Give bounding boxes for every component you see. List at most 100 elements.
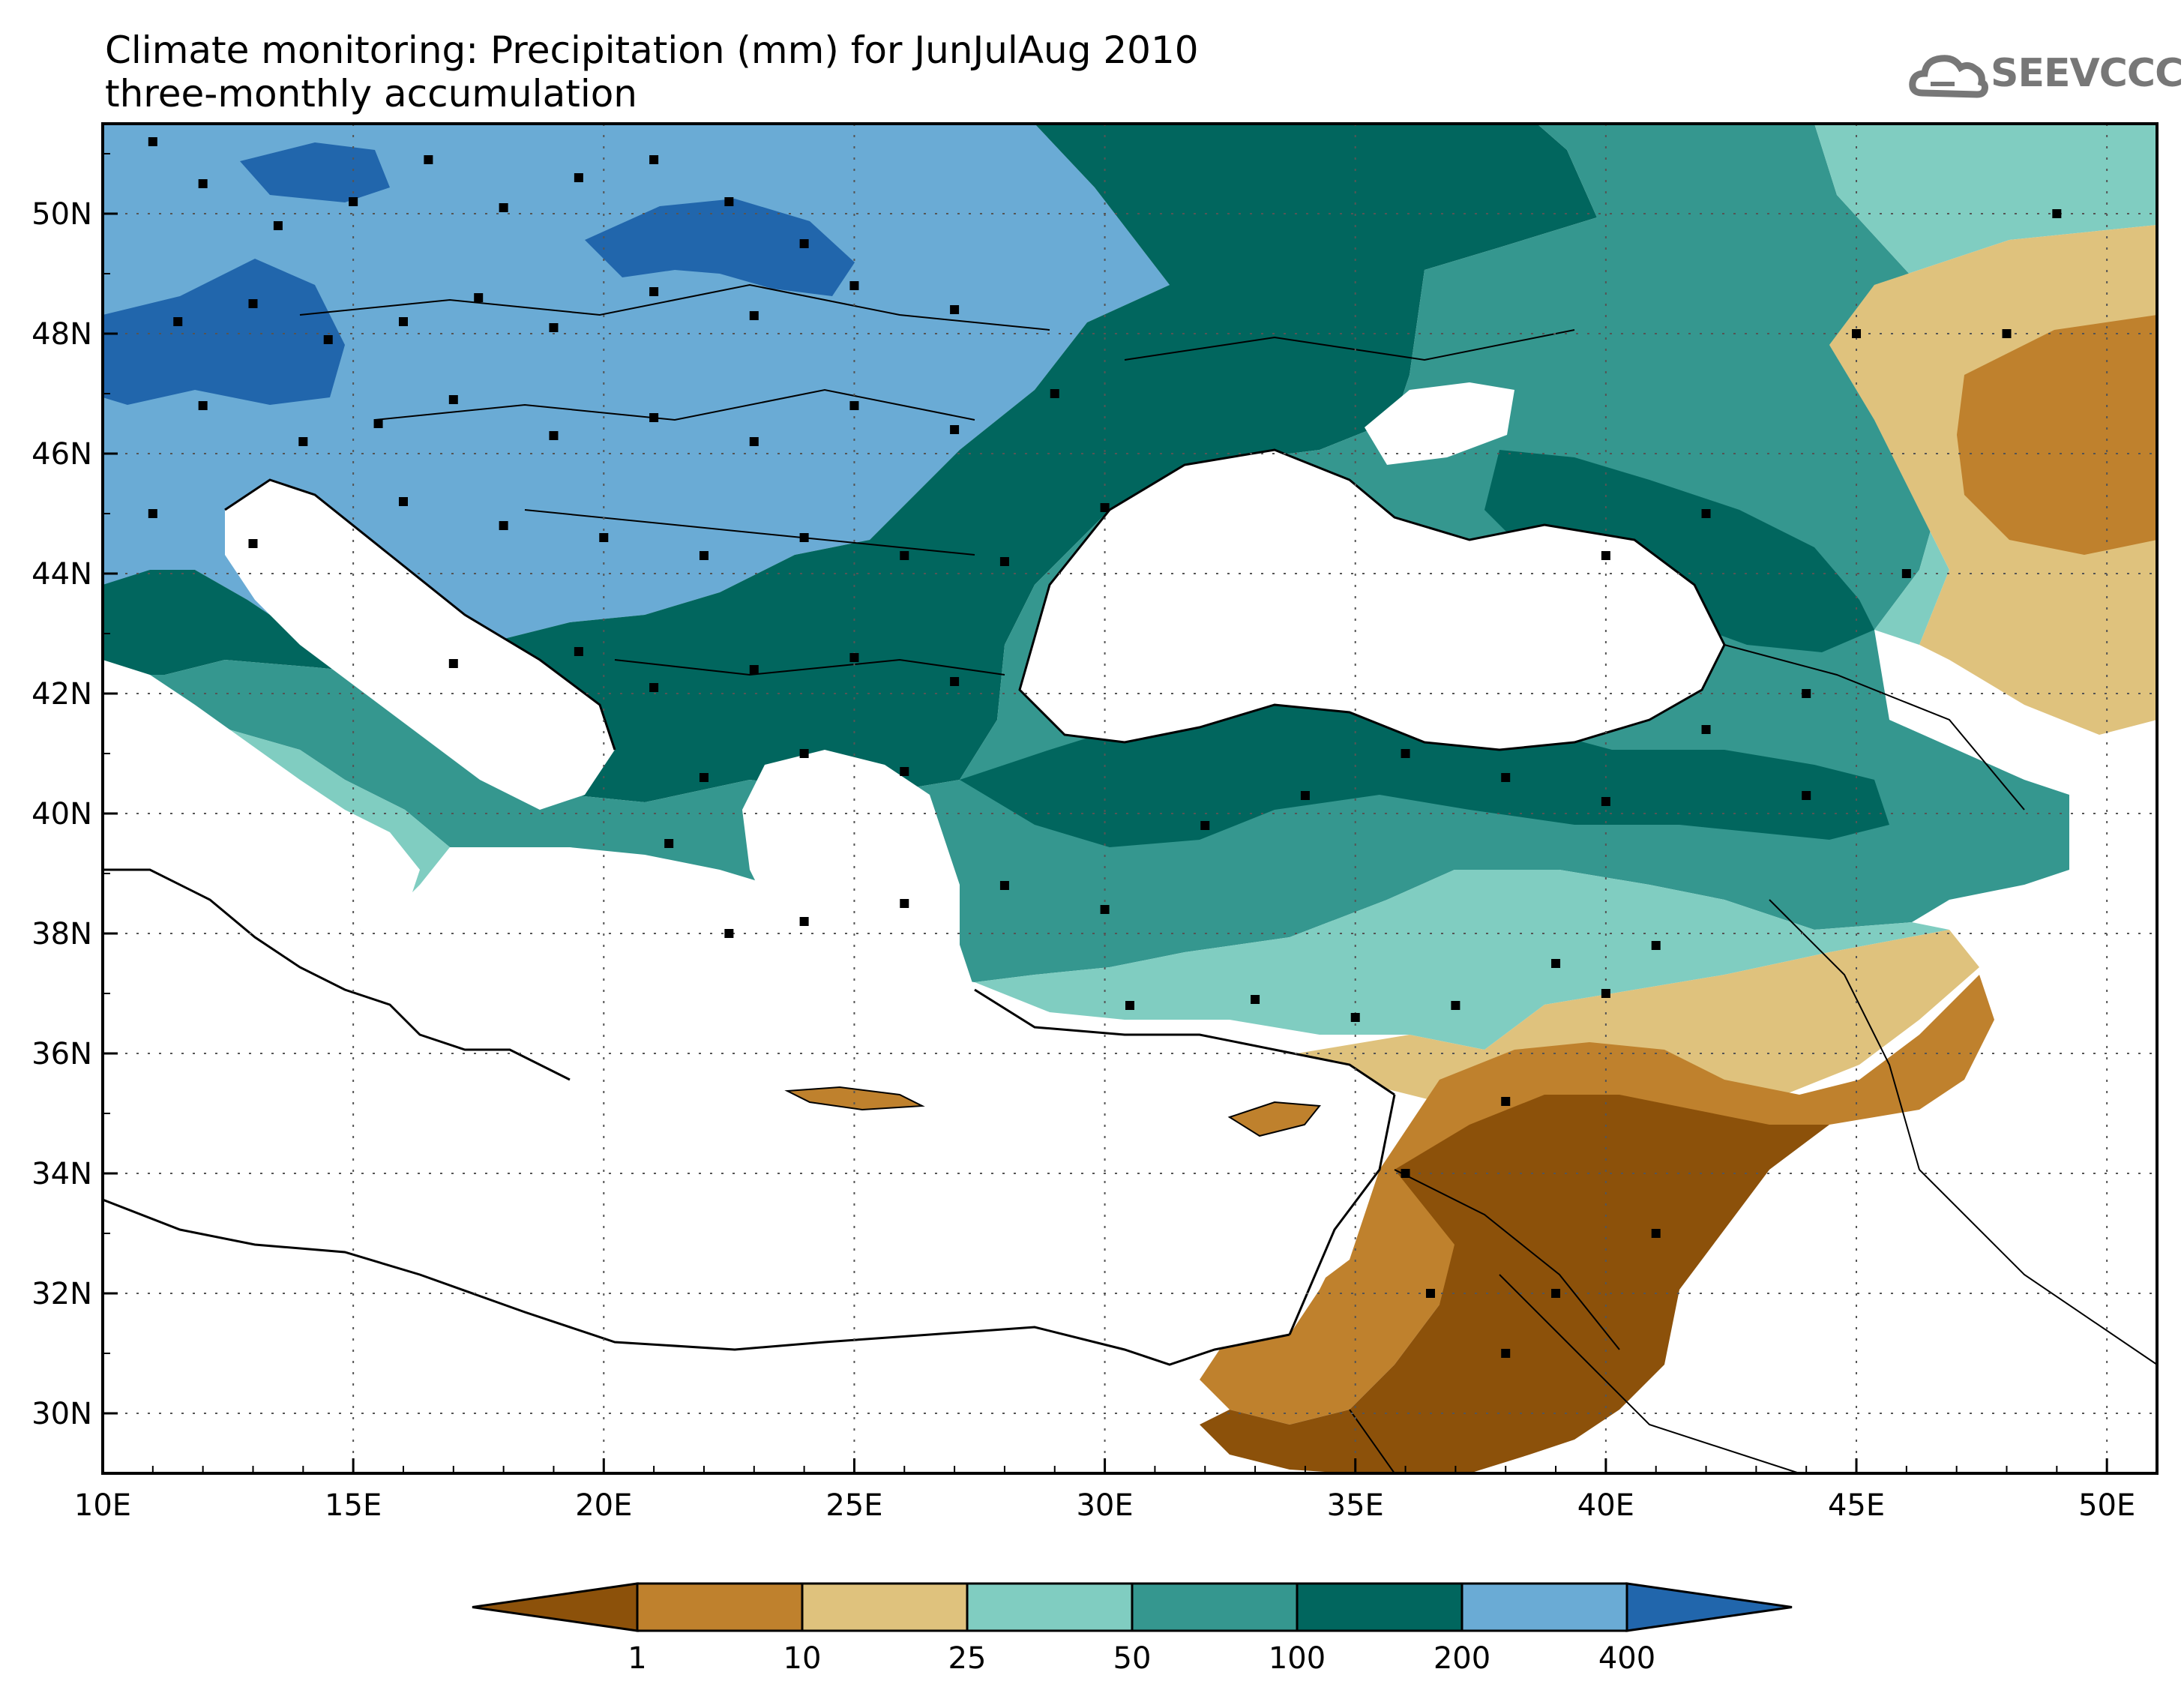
station-marker (248, 539, 258, 548)
y-tick-label: 48N (31, 317, 92, 352)
y-tick-label: 42N (31, 677, 92, 712)
station-marker (1802, 791, 1811, 800)
station-marker (448, 659, 458, 668)
station-marker (599, 533, 609, 542)
station-marker (1501, 1097, 1511, 1106)
station-marker (1251, 995, 1260, 1004)
station-marker (1300, 791, 1310, 800)
adriatic-sea (225, 480, 615, 810)
y-tick-label: 50N (31, 197, 92, 232)
field-400-alps (103, 259, 345, 405)
x-tick-label: 40E (1577, 1488, 1634, 1523)
sea-of-azov (1365, 382, 1514, 465)
station-marker (950, 677, 960, 686)
station-marker (749, 437, 759, 446)
station-marker (574, 173, 583, 182)
station-marker (799, 533, 809, 542)
colorbar-label: 400 (1598, 1641, 1655, 1676)
station-marker (2002, 329, 2012, 338)
station-marker (248, 299, 258, 308)
field-1-10-syria (1200, 975, 1994, 1425)
station-marker (649, 413, 659, 422)
station-marker (664, 839, 674, 848)
y-tick-label: 34N (31, 1157, 92, 1191)
cloud-logo-icon (1909, 55, 1988, 98)
black-sea (1020, 450, 1724, 750)
station-marker (148, 137, 157, 146)
station-marker (900, 767, 909, 776)
x-tick-label: 50E (2078, 1488, 2135, 1523)
title-line-2: three-monthly accumulation (105, 72, 637, 115)
station-marker (1651, 1229, 1661, 1238)
station-marker (1651, 941, 1661, 950)
colorbar-label: 50 (1113, 1641, 1152, 1676)
x-tick-label: 20E (575, 1488, 632, 1523)
x-tick-label: 25E (825, 1488, 882, 1523)
field-100-200-pontic (960, 697, 1889, 847)
station-marker (1701, 725, 1711, 734)
station-marker (699, 551, 709, 560)
colorbar-label: 10 (783, 1641, 822, 1676)
station-marker (1125, 1001, 1134, 1010)
station-marker (1601, 551, 1610, 560)
map-frame (101, 122, 2159, 1475)
station-marker (1350, 1013, 1360, 1022)
station-marker (2052, 209, 2062, 218)
station-marker (724, 929, 734, 938)
station-marker (1100, 503, 1110, 512)
field-25-50-east (1814, 124, 2157, 645)
station-marker (900, 899, 909, 908)
borders (299, 283, 2157, 1473)
mediterranean-sea (103, 870, 1395, 1350)
y-tick-label: 32N (31, 1277, 92, 1311)
station-marker (1551, 1289, 1561, 1298)
station-marker (999, 557, 1009, 566)
y-tick-label: 40N (31, 797, 92, 832)
station-marker (1451, 1001, 1460, 1010)
station-marker (148, 509, 157, 518)
station-marker (398, 497, 408, 506)
station-marker (198, 401, 208, 410)
crete (784, 1086, 925, 1111)
station-marker (499, 521, 508, 530)
station-marker (1802, 689, 1811, 698)
x-tick-label: 10E (74, 1488, 131, 1523)
x-tick-label: 30E (1076, 1488, 1133, 1523)
seevccc-logo: SEEVCCC (1908, 43, 2183, 109)
coastlines (103, 448, 1726, 1366)
station-marker (649, 683, 659, 692)
y-tick-label: 30N (31, 1397, 92, 1431)
station-marker (1425, 1289, 1435, 1298)
station-marker (799, 749, 809, 758)
y-tick-label: 38N (31, 917, 92, 951)
station-marker (649, 287, 659, 296)
station-marker (849, 653, 859, 662)
colorbar-swatch (1460, 1582, 1628, 1632)
station-marker (849, 281, 859, 290)
colorbar-swatch (966, 1582, 1134, 1632)
station-marker (999, 881, 1009, 890)
field-100-200-russia (1484, 450, 1874, 652)
colorbar-swatch (801, 1582, 969, 1632)
station-marker (799, 917, 809, 926)
station-marker (749, 311, 759, 320)
station-marker (900, 551, 909, 560)
station-marker (1050, 389, 1059, 398)
station-marker (424, 155, 433, 164)
station-marker (950, 305, 960, 314)
station-marker (574, 647, 583, 656)
station-marker (1601, 797, 1610, 806)
station-marker (323, 335, 333, 344)
station-marker (373, 419, 383, 428)
station-marker (849, 401, 859, 410)
field-25-50-south (975, 870, 1949, 1050)
station-marker (799, 239, 809, 248)
x-tick-label: 15E (325, 1488, 382, 1523)
colorbar-swatch (1296, 1582, 1463, 1632)
colorbar-swatch (1131, 1582, 1299, 1632)
aegean-sea (742, 750, 975, 1035)
station-marker (649, 155, 659, 164)
colorbar-max-triangle (1625, 1582, 1793, 1632)
station-marker (398, 317, 408, 326)
